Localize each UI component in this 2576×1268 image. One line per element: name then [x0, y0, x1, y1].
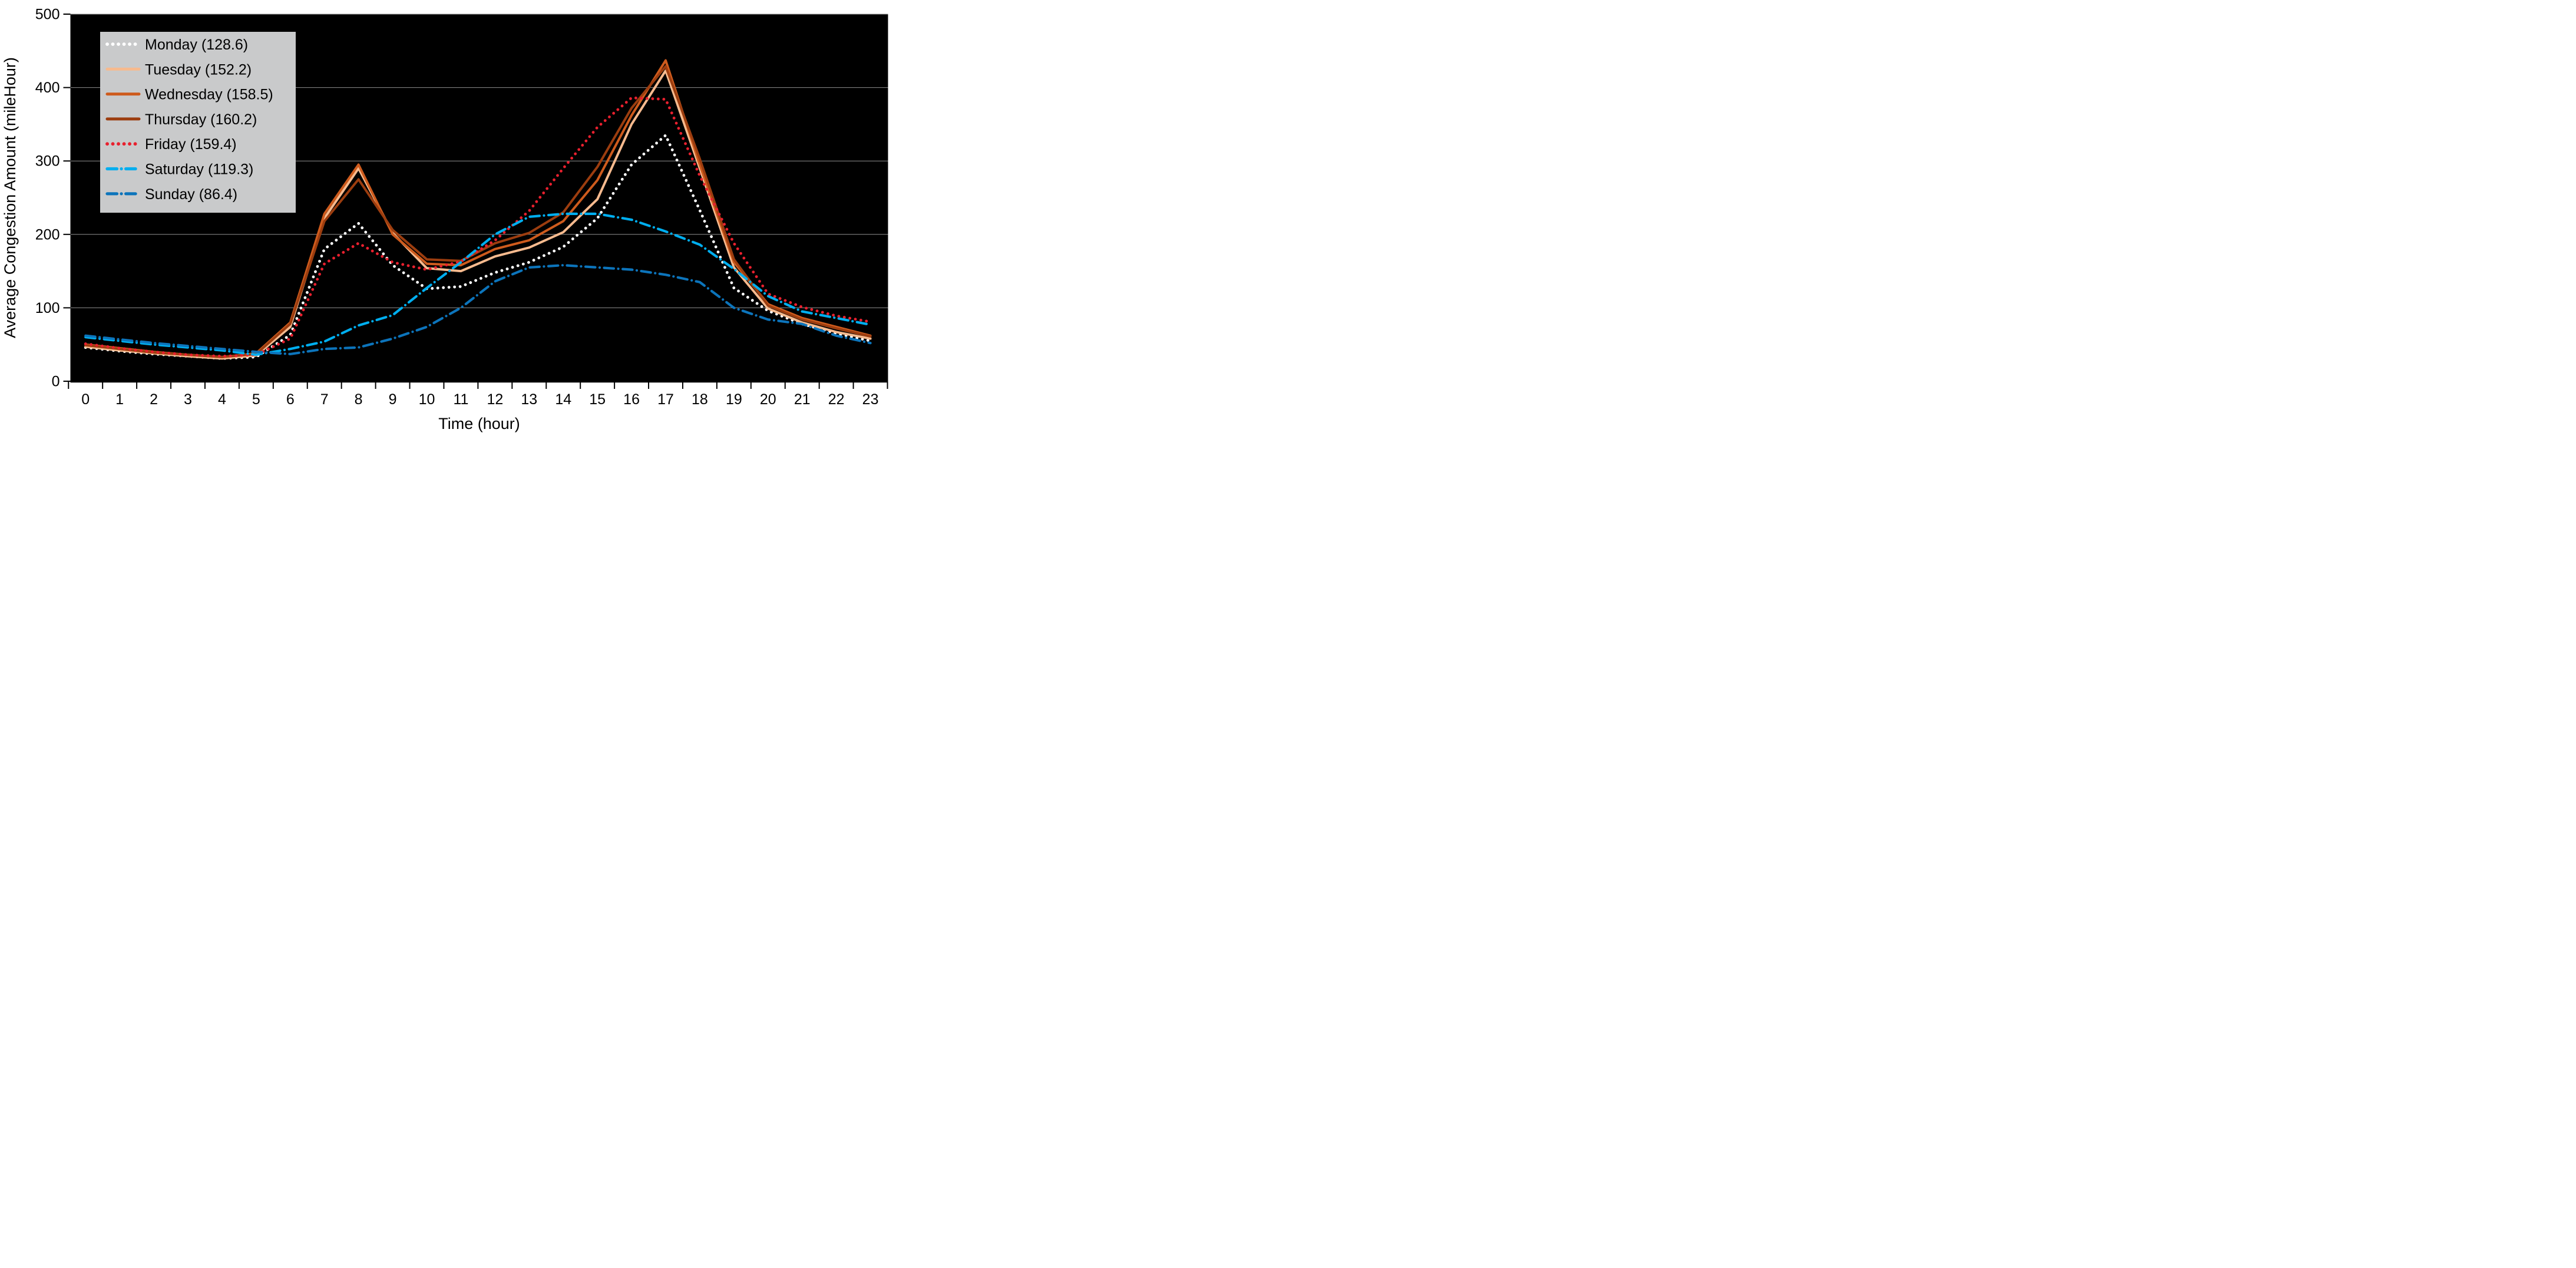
legend-box — [100, 32, 296, 213]
x-tick-label: 9 — [389, 391, 397, 408]
legend-item-thursday: Thursday (160.2) — [105, 111, 257, 128]
y-tick-label: 300 — [35, 153, 60, 170]
x-tick-label: 19 — [726, 391, 742, 408]
x-tick-label: 14 — [555, 391, 571, 408]
y-tick-label: 400 — [35, 80, 60, 96]
x-tick-label: 11 — [453, 391, 468, 408]
legend-item-friday: Friday (159.4) — [105, 136, 237, 153]
legend-item-wednesday: Wednesday (158.5) — [105, 87, 273, 103]
legend-label: Monday (128.6) — [145, 37, 248, 53]
x-tick-label: 15 — [589, 391, 606, 408]
legend-item-monday: Monday (128.6) — [105, 37, 248, 53]
y-tick-label: 500 — [35, 6, 60, 23]
x-tick-label: 4 — [218, 391, 226, 408]
x-tick-label: 8 — [355, 391, 363, 408]
x-tick-label: 7 — [320, 391, 329, 408]
y-tick-label: 0 — [52, 374, 60, 390]
x-tick-label: 6 — [286, 391, 295, 408]
x-tick-label: 13 — [521, 391, 537, 408]
series-line-sunday — [84, 264, 872, 356]
legend-label: Friday (159.4) — [145, 136, 237, 153]
x-tick-label: 21 — [794, 391, 811, 408]
series-line-monday — [84, 134, 872, 360]
x-tick-label: 16 — [623, 391, 640, 408]
legend-label: Saturday (119.3) — [145, 161, 253, 178]
x-tick-label: 1 — [115, 391, 124, 408]
x-tick-label: 10 — [419, 391, 435, 408]
legend-label: Sunday (86.4) — [145, 186, 237, 203]
legend-item-saturday: Saturday (119.3) — [105, 161, 253, 178]
y-tick-label: 200 — [35, 226, 60, 243]
x-axis-title: Time (hour) — [438, 415, 520, 432]
x-tick-label: 23 — [862, 391, 879, 408]
x-tick-label: 17 — [657, 391, 674, 408]
x-tick-label: 5 — [252, 391, 260, 408]
x-tick-label: 18 — [692, 391, 708, 408]
x-tick-label: 22 — [828, 391, 845, 408]
x-tick-label: 12 — [487, 391, 503, 408]
y-axis-title: Average Congestion Amount (mileHour) — [1, 57, 19, 338]
x-tick-label: 20 — [760, 391, 776, 408]
congestion-line-chart: 0 100 200 300 400 500 0 1 2 3 4 5 6 7 8 9 10 11 12 13 14 15 16… — [0, 0, 892, 439]
legend-label: Thursday (160.2) — [145, 111, 257, 128]
legend-item-tuesday: Tuesday (152.2) — [105, 61, 252, 78]
legend-label: Tuesday (152.2) — [145, 61, 252, 78]
legend-label: Wednesday (158.5) — [145, 87, 273, 103]
x-tick-label: 2 — [150, 391, 158, 408]
legend-item-sunday: Sunday (86.4) — [105, 186, 237, 203]
series-line-friday — [84, 96, 872, 358]
x-tick-label: 3 — [184, 391, 192, 408]
series-line-saturday — [84, 212, 872, 356]
x-tick-label: 0 — [81, 391, 90, 408]
y-tick-label: 100 — [35, 300, 60, 316]
